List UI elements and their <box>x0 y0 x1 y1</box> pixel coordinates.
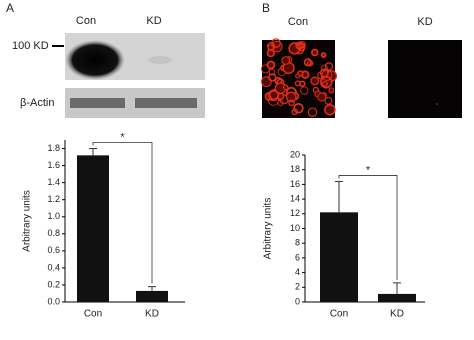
cell <box>282 84 289 91</box>
cell <box>328 87 335 94</box>
cell <box>269 90 279 100</box>
y-tick-label: 2 <box>295 282 300 292</box>
cell <box>321 69 333 81</box>
y-tick-label: 4 <box>295 267 300 277</box>
blot-band <box>148 56 172 64</box>
significance-bracket <box>92 142 153 284</box>
y-tick-label: 0 <box>295 296 300 306</box>
significance-bracket <box>338 175 398 280</box>
cell <box>261 76 272 88</box>
y-tick-label: 1.2 <box>47 194 60 204</box>
fluorescence-image <box>388 40 462 118</box>
bar <box>136 290 168 302</box>
cell <box>277 99 284 106</box>
cells <box>260 38 338 117</box>
cell <box>321 80 328 87</box>
y-tick-label: 16 <box>290 179 300 189</box>
cell <box>266 49 275 58</box>
x-tick-label: KD <box>390 309 404 320</box>
cell <box>299 80 306 88</box>
bar <box>320 212 358 302</box>
panel-label: B <box>262 1 270 15</box>
loading-label: β-Actin <box>20 97 54 109</box>
bar <box>77 155 109 302</box>
y-tick-label: 8 <box>295 238 300 248</box>
lane-label: Con <box>76 15 96 27</box>
cell <box>324 96 333 105</box>
speck <box>436 103 438 105</box>
y-tick-label: 0.2 <box>47 279 60 289</box>
x-tick-label: Con <box>84 309 102 320</box>
y-axis-label: Arbitrary units <box>263 198 274 260</box>
cell <box>281 56 291 65</box>
y-tick-label: 0.8 <box>47 228 60 238</box>
cell <box>311 48 319 57</box>
cell <box>271 38 281 48</box>
y-tick-label: 6 <box>295 252 300 262</box>
significance-star: * <box>366 164 371 176</box>
y-tick-label: 1.8 <box>47 143 60 153</box>
y-axis-label: Arbitrary units <box>22 190 33 252</box>
blot-band <box>65 40 125 80</box>
cell <box>317 92 327 102</box>
cell <box>320 52 327 58</box>
x-tick-label: KD <box>145 309 159 320</box>
cell <box>295 41 304 50</box>
y-tick-label: 12 <box>290 208 300 218</box>
cell <box>296 42 306 52</box>
cell <box>303 58 312 67</box>
y-tick-label: 20 <box>290 149 300 159</box>
cell <box>324 104 336 116</box>
y-tick-label: 0.4 <box>47 262 60 272</box>
y-tick-label: 1.6 <box>47 160 60 170</box>
y-tick-label: 0.0 <box>47 296 60 306</box>
cell <box>268 73 277 82</box>
cell <box>285 91 297 103</box>
bar <box>378 293 416 302</box>
cell <box>321 64 328 72</box>
image-label: KD <box>417 16 432 28</box>
cell <box>307 107 318 117</box>
cell <box>268 68 276 76</box>
marker-label: 100 KD <box>12 40 49 52</box>
y-tick-label: 10 <box>290 223 300 233</box>
blot-band <box>70 98 125 108</box>
y-tick-label: 14 <box>290 193 300 203</box>
y-tick-label: 0.6 <box>47 245 60 255</box>
y-tick-label: 1.4 <box>47 177 60 187</box>
y-tick-label: 1.0 <box>47 211 60 221</box>
lane-label: KD <box>146 15 161 27</box>
blot-band <box>135 98 197 108</box>
significance-star: * <box>120 131 125 143</box>
cell <box>293 103 304 114</box>
cell <box>295 73 301 79</box>
cell <box>324 62 334 71</box>
cell <box>300 86 309 95</box>
cell <box>288 99 295 107</box>
cell <box>310 76 320 86</box>
image-label: Con <box>288 16 308 28</box>
y-tick-label: 18 <box>290 164 300 174</box>
x-tick-label: Con <box>330 309 348 320</box>
cell <box>266 60 276 70</box>
panel-label: A <box>6 1 14 15</box>
